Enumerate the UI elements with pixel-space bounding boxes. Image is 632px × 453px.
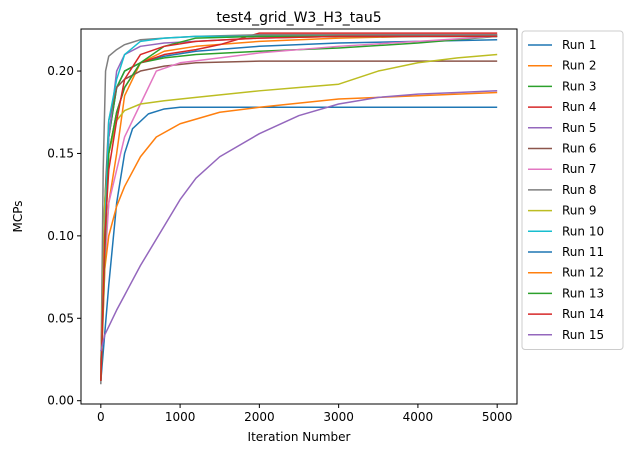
legend-label: Run 7 (562, 162, 596, 176)
x-tick-label: 5000 (482, 410, 513, 424)
legend-label: Run 5 (562, 121, 596, 135)
x-tick-label: 4000 (403, 410, 434, 424)
series-line-run-11 (100, 106, 498, 381)
x-tick-label: 3000 (323, 410, 354, 424)
legend-label: Run 3 (562, 79, 596, 93)
chart-title: test4_grid_W3_H3_tau5 (216, 10, 381, 26)
legend-label: Run 1 (562, 38, 596, 52)
legend: Run 1 Run 2 Run 3 Run 4 Run 5 Run 6 Run 7 Run 8… (521, 30, 624, 350)
series-layer (100, 32, 498, 385)
series-group (100, 32, 498, 385)
series-line-run-14 (100, 35, 498, 381)
y-tick-label: 0.05 (47, 311, 74, 325)
legend-label: Run 8 (562, 183, 596, 197)
legend-label: Run 6 (562, 142, 596, 156)
y-tick-label: 0.00 (47, 394, 74, 408)
legend-label: Run 9 (562, 204, 596, 218)
series-line-run-12 (100, 91, 498, 381)
legend-label: Run 14 (562, 307, 604, 321)
axes-layer: 0 1000 2000 3000 4000 5000 0.00 0.05 0.10 0.15 0.2… (47, 64, 512, 424)
legend-label: Run 13 (562, 286, 604, 300)
x-tick-label: 2000 (244, 410, 275, 424)
legend-label: Run 15 (562, 328, 604, 342)
legend-frame (521, 30, 624, 350)
legend-label: Run 10 (562, 224, 604, 238)
series-line-run-7 (100, 35, 498, 377)
series-line-run-15 (100, 90, 498, 352)
y-tick-label: 0.10 (47, 229, 74, 243)
x-tick-label: 1000 (165, 410, 196, 424)
x-axis-label: Iteration Number (248, 430, 351, 444)
legend-label: Run 11 (562, 245, 604, 259)
legend-label: Run 2 (562, 59, 596, 73)
x-tick-label: 0 (97, 410, 105, 424)
plot-frame (80, 28, 518, 405)
legend-label: Run 4 (562, 100, 596, 114)
y-tick-label: 0.20 (47, 64, 74, 78)
y-tick-label: 0.15 (47, 146, 74, 160)
legend-label: Run 12 (562, 266, 604, 280)
series-line-run-8 (100, 34, 498, 385)
y-axis-label: MCPs (11, 200, 25, 232)
